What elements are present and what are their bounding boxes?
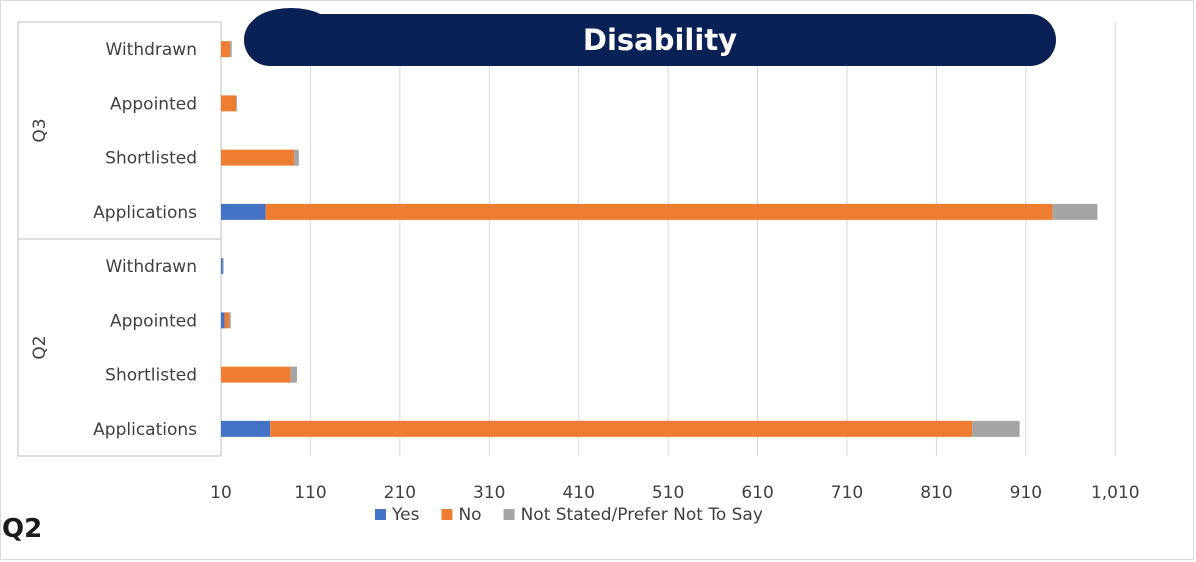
bar-segment	[972, 420, 1020, 437]
chart-title: Disability	[244, 14, 1056, 66]
x-tick-label: 710	[831, 483, 863, 503]
bar-segment	[222, 258, 224, 275]
bar-segment	[229, 312, 231, 329]
bar-segment	[229, 41, 232, 58]
bar-segment	[221, 366, 291, 383]
legend-swatch	[441, 509, 453, 520]
group-label: Q3	[30, 118, 50, 142]
x-tick-label: 410	[562, 483, 594, 503]
x-tick-label: 1,010	[1091, 483, 1140, 503]
category-label: Withdrawn	[106, 257, 197, 277]
category-label: Withdrawn	[106, 40, 197, 60]
legend-swatch	[375, 509, 386, 520]
bar-segment	[221, 41, 230, 58]
page-heading: Q2	[2, 514, 43, 544]
bar-segment	[290, 366, 298, 383]
category-label: Shortlisted	[105, 149, 197, 169]
bar-segment	[236, 95, 238, 112]
x-tick-label: 610	[741, 483, 773, 503]
category-label: Appointed	[110, 311, 197, 331]
category-label: Applications	[93, 203, 197, 223]
bar-segment	[294, 149, 299, 166]
x-tick-label: 810	[920, 483, 952, 503]
x-tick-label: 10	[210, 483, 232, 503]
bar-segment	[221, 420, 271, 437]
x-tick-label: 510	[652, 483, 684, 503]
bar-segment	[221, 312, 225, 329]
bar-segment	[221, 149, 295, 166]
legend-entry: No	[458, 505, 481, 525]
legend-swatch	[503, 509, 515, 520]
category-label: Shortlisted	[105, 366, 197, 386]
bar-segment	[221, 95, 237, 112]
bar-segment	[1052, 203, 1098, 220]
group-label: Q2	[30, 335, 50, 359]
bar-segment	[270, 420, 973, 437]
bar-segment	[221, 203, 266, 220]
legend-entry: Not Stated/Prefer Not To Say	[521, 505, 763, 525]
bar-segment	[265, 203, 1053, 220]
x-tick-label: 210	[384, 483, 416, 503]
x-tick-label: 910	[1010, 483, 1042, 503]
bar-segment	[224, 312, 230, 329]
bar-segment	[221, 258, 223, 275]
category-label: Appointed	[110, 94, 197, 114]
x-tick-label: 310	[473, 483, 505, 503]
legend-entry: Yes	[391, 505, 420, 525]
x-tick-label: 110	[294, 483, 326, 503]
category-label: Applications	[93, 420, 197, 440]
